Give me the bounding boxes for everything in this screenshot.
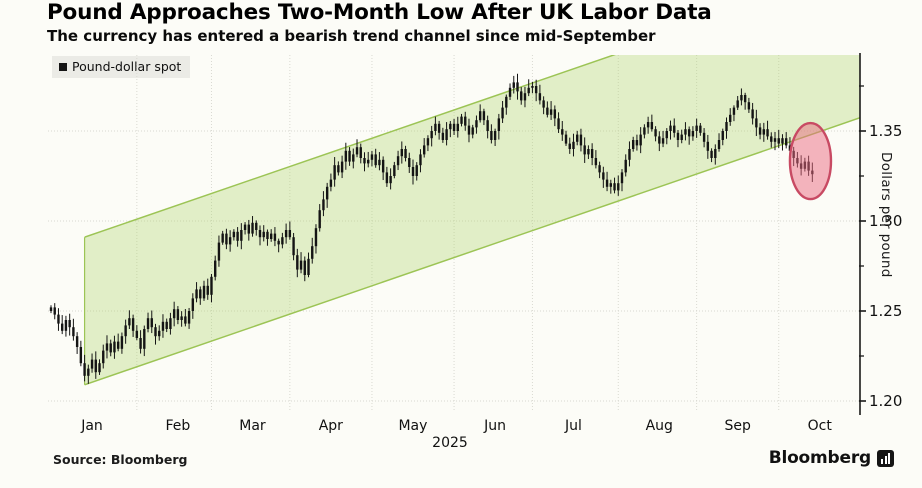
trend-channel-fill <box>84 55 860 385</box>
y-axis-tick-label: 1.35 <box>869 122 902 140</box>
x-axis-label-oct: Oct <box>808 418 833 434</box>
legend-swatch-icon <box>59 62 67 71</box>
x-axis-label-aug: Aug <box>646 418 673 434</box>
trend-channel-upper-line <box>84 55 616 238</box>
x-axis-label-jun: Jun <box>483 418 506 434</box>
x-axis-label-mar: Mar <box>239 418 266 434</box>
source-label: Source: Bloomberg <box>53 452 188 467</box>
legend: Pound-dollar spot <box>52 56 191 78</box>
y-axis-tick-label: 1.20 <box>869 392 902 410</box>
x-axis-label-jan: Jan <box>80 418 103 434</box>
x-axis-label-may: May <box>398 418 427 434</box>
trend-channel-lower-line <box>84 117 860 386</box>
candle-series <box>49 73 814 384</box>
x-axis-label-sep: Sep <box>724 418 751 434</box>
x-axis-year-label: 2025 <box>432 435 468 451</box>
x-axis-label-apr: Apr <box>319 418 343 434</box>
chart-title: Pound Approaches Two-Month Low After UK … <box>47 0 712 25</box>
bloomberg-branding: Bloomberg <box>769 448 894 468</box>
bloomberg-logo-icon <box>877 449 894 467</box>
x-axis-label-jul: Jul <box>564 418 582 434</box>
highlight-ellipse <box>788 121 833 201</box>
legend-label: Pound-dollar spot <box>72 59 182 74</box>
chart-subtitle: The currency has entered a bearish trend… <box>47 27 656 45</box>
x-axis-label-feb: Feb <box>165 418 190 434</box>
y-axis-tick-label: 1.25 <box>869 302 902 320</box>
y-axis-title: Dollars per pound <box>878 152 894 278</box>
y-axis-tick-label: 1.30 <box>869 212 902 230</box>
bloomberg-wordmark: Bloomberg <box>768 448 872 468</box>
